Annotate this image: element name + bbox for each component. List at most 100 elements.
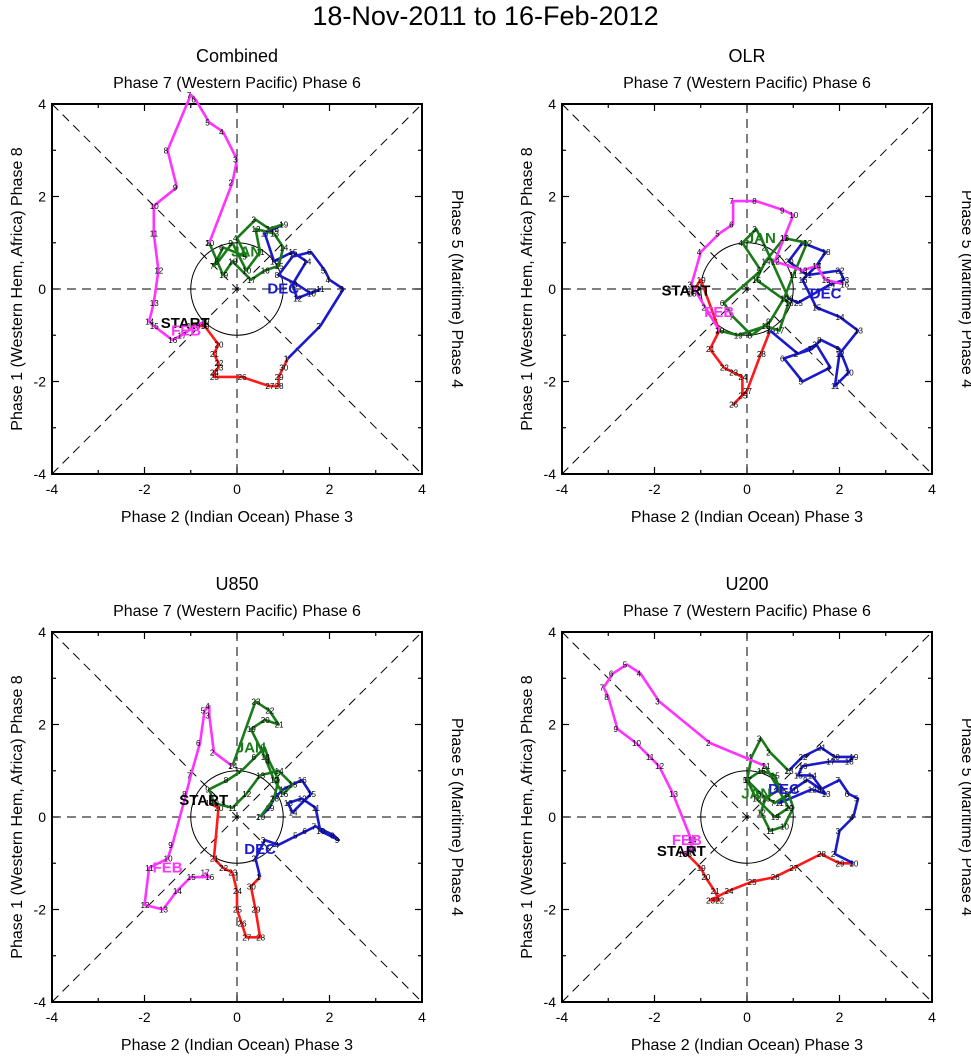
month-label-jan: JAN xyxy=(746,230,776,247)
point-label: 16 xyxy=(678,850,687,859)
point-label: 13 xyxy=(289,280,298,289)
x-tick-label: 4 xyxy=(418,481,426,497)
y-tick-label: -4 xyxy=(34,466,47,482)
point-label: 19 xyxy=(279,220,288,229)
point-label: 20 xyxy=(785,804,794,813)
series-line xyxy=(263,223,345,360)
x-tick-label: -2 xyxy=(648,1009,661,1025)
point-label: 26 xyxy=(238,373,247,382)
point-label: 14 xyxy=(173,887,182,896)
point-label: 4 xyxy=(265,758,270,767)
point-label: 13 xyxy=(270,230,279,239)
point-label: 25 xyxy=(794,299,803,308)
y-tick-label: -4 xyxy=(34,994,47,1010)
panel-title: OLR xyxy=(728,46,765,66)
point-label: 8 xyxy=(817,336,822,345)
point-label: 23 xyxy=(706,896,715,905)
y-tick-label: 2 xyxy=(38,189,46,205)
series-line xyxy=(690,278,772,406)
point-label: 7 xyxy=(600,684,605,693)
start-label: START xyxy=(662,283,711,300)
point-label: 19 xyxy=(771,813,780,822)
point-label: 21 xyxy=(210,855,219,864)
point-label: 9 xyxy=(614,725,619,734)
point-label: 25 xyxy=(210,373,219,382)
panel-title: Combined xyxy=(196,46,278,66)
series-line xyxy=(718,227,809,337)
point-label: 16 xyxy=(840,280,849,289)
point-label: 22 xyxy=(715,896,724,905)
point-label: 3 xyxy=(752,225,757,234)
point-label: 25 xyxy=(738,391,747,400)
series-line xyxy=(143,704,234,911)
point-label: 9 xyxy=(836,345,841,354)
point-label: 21 xyxy=(706,345,715,354)
point-label: 19 xyxy=(265,804,274,813)
point-label: 16 xyxy=(799,276,808,285)
point-label: 8 xyxy=(182,790,187,799)
point-label: 30 xyxy=(849,859,858,868)
point-label: 2 xyxy=(316,322,321,331)
unit-circle xyxy=(190,770,284,864)
point-label: 12 xyxy=(141,901,150,910)
point-label: 12 xyxy=(298,795,307,804)
point-label: 3 xyxy=(688,280,693,289)
panel-title: U850 xyxy=(215,574,258,594)
point-label: 11 xyxy=(789,271,798,280)
point-label: 4 xyxy=(275,841,280,850)
point-label: 13 xyxy=(150,299,159,308)
point-label: 10 xyxy=(210,799,219,808)
axis-label-top: Phase 7 (Western Pacific) Phase 6 xyxy=(113,75,361,92)
point-label: 1 xyxy=(766,327,771,336)
month-label-feb: FEB xyxy=(171,322,201,339)
point-label: 19 xyxy=(205,799,214,808)
point-label: 25 xyxy=(233,906,242,915)
axis-label-right: Phase 5 (Maritime) Phase 4 xyxy=(958,190,971,388)
point-label: 6 xyxy=(302,827,307,836)
y-tick-label: 2 xyxy=(548,717,556,733)
point-label: 12 xyxy=(757,808,766,817)
point-label: 13 xyxy=(854,327,863,336)
point-label: 5 xyxy=(715,230,720,239)
point-label: 2 xyxy=(265,225,270,234)
y-tick-label: 0 xyxy=(548,809,556,825)
y-tick-label: 4 xyxy=(548,624,556,640)
point-label: 23 xyxy=(228,869,237,878)
point-label: 8 xyxy=(275,271,280,280)
point-label: 7 xyxy=(771,799,776,808)
point-label: 2 xyxy=(210,748,215,757)
point-label: 5 xyxy=(623,660,628,669)
point-label: 21 xyxy=(711,887,720,896)
x-tick-label: 4 xyxy=(928,481,936,497)
point-label: 4 xyxy=(326,276,331,285)
point-label: 3 xyxy=(261,836,266,845)
point-label: 5 xyxy=(757,267,762,276)
point-label: 17 xyxy=(775,327,784,336)
point-label: 18 xyxy=(822,248,831,257)
point-label: 13 xyxy=(762,795,771,804)
point-label: 18 xyxy=(752,795,761,804)
y-tick-label: -2 xyxy=(34,902,47,918)
point-label: 15 xyxy=(688,845,697,854)
start-label: START xyxy=(179,792,228,809)
month-label-jan: JAN xyxy=(741,786,771,803)
point-label: 16 xyxy=(270,257,279,266)
x-tick-label: -2 xyxy=(138,1009,151,1025)
series-line xyxy=(602,663,766,856)
point-label: 1 xyxy=(762,762,767,771)
point-label: 29 xyxy=(252,906,261,915)
point-label: 3 xyxy=(275,776,280,785)
point-label: 15 xyxy=(289,781,298,790)
point-label: 28 xyxy=(256,933,265,942)
month-label-jan: JAN xyxy=(236,739,266,756)
point-label: 17 xyxy=(743,776,752,785)
y-tick-label: -4 xyxy=(544,466,557,482)
